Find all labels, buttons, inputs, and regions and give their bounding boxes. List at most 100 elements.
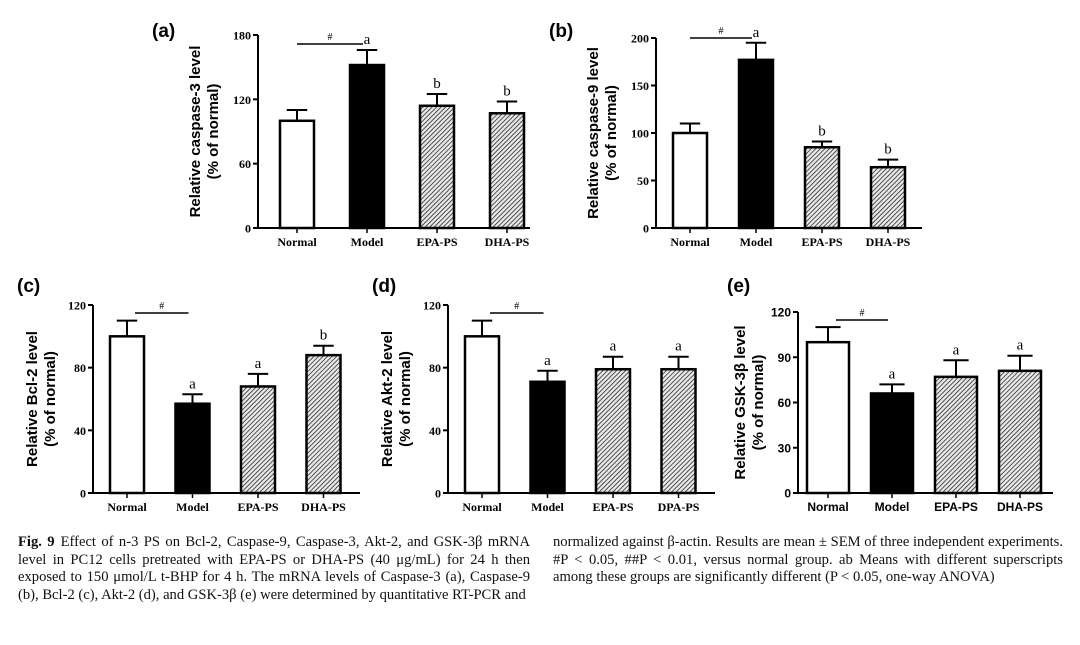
panel-c: (c) Relative Bcl-2 level (% of normal) 0 40 8…: [17, 276, 360, 514]
significance-letter: a: [364, 32, 371, 48]
figure-caption-right: normalized against β-actin. Results are …: [553, 534, 1063, 585]
bar-epa-ps: [933, 375, 979, 495]
bar-dha-ps: [305, 353, 342, 495]
y-tick-label: 30: [778, 441, 792, 455]
bar-normal: [108, 335, 146, 495]
significance-hash: #: [514, 301, 519, 312]
x-tick-label: EPA-PS: [592, 500, 633, 514]
panel-d: (d) Relative Akt-2 level (% of normal) 0 40 8…: [372, 276, 715, 514]
bar-normal: [805, 340, 851, 495]
x-tick-label: DPA-PS: [658, 500, 700, 514]
significance-letter: a: [889, 366, 896, 382]
x-tick-label: Normal: [807, 500, 848, 514]
panel-label: (d): [372, 276, 396, 297]
figure-9: (a)Relative caspase-3 level (% of normal)…: [17, 21, 1053, 514]
significance-hash: #: [159, 301, 164, 312]
x-tick-label: Model: [531, 500, 564, 514]
y-tick-label: 80: [74, 361, 86, 375]
y-axis-label: Relative GSK-3β level: [732, 325, 749, 479]
x-tick-label: Model: [740, 235, 773, 249]
significance-letter: a: [189, 376, 196, 392]
x-tick-label: EPA-PS: [934, 500, 978, 514]
bar-model: [174, 402, 211, 495]
significance-letter: a: [255, 356, 262, 372]
significance-letter: a: [675, 339, 682, 355]
y-tick-label: 0: [784, 487, 791, 501]
figure-caption-left: Fig. 9 Effect of n-3 PS on Bcl-2, Caspase…: [18, 534, 530, 604]
y-tick-label: 0: [245, 222, 251, 236]
y-tick-label: 60: [778, 396, 792, 410]
y-axis-label: Relative Akt-2 level: [379, 331, 396, 467]
x-tick-label: Model: [176, 500, 209, 514]
significance-hash: #: [328, 32, 333, 43]
x-tick-label: EPA-PS: [416, 235, 457, 249]
figure-number: Fig. 9: [18, 534, 55, 550]
x-tick-label: DHA-PS: [301, 500, 346, 514]
panel-label: (b): [549, 21, 573, 42]
x-tick-label: Model: [875, 500, 910, 514]
x-tick-label: DHA-PS: [485, 235, 530, 249]
panel-e: (e) Relative GSK-3β level (% of normal) 0 30…: [727, 276, 1053, 514]
y-axis-sublabel: (% of normal): [603, 85, 620, 181]
significance-letter: b: [320, 328, 328, 344]
bar-normal: [463, 335, 501, 495]
bar-model: [348, 63, 386, 230]
bar-epa-ps: [239, 385, 277, 495]
y-tick-label: 0: [643, 222, 649, 236]
y-tick-label: 60: [239, 157, 251, 171]
x-tick-label: EPA-PS: [801, 235, 842, 249]
panel-label: (c): [17, 276, 40, 297]
y-tick-label: 150: [631, 79, 649, 93]
significance-letter: a: [544, 353, 551, 369]
significance-letter: b: [884, 142, 892, 158]
bar-epa-ps: [803, 146, 841, 230]
y-tick-label: 200: [631, 32, 649, 46]
y-tick-label: 50: [637, 174, 649, 188]
x-tick-label: Normal: [277, 235, 317, 249]
significance-letter: b: [433, 76, 441, 92]
panel-a: (a) Relative caspase-3 level (% of normal)…: [152, 21, 530, 249]
y-axis-sublabel: (% of normal): [42, 351, 59, 447]
x-tick-label: DHA-PS: [997, 500, 1043, 514]
bar-dha-ps: [997, 369, 1043, 495]
x-tick-label: EPA-PS: [237, 500, 278, 514]
significance-letter: a: [953, 342, 960, 358]
bar-epa-ps: [418, 104, 456, 230]
bar-model: [869, 392, 915, 495]
x-tick-label: Normal: [462, 500, 502, 514]
y-axis-label: Relative caspase-9 level: [585, 47, 602, 219]
y-tick-label: 120: [68, 299, 86, 313]
y-axis-sublabel: (% of normal): [397, 351, 414, 447]
y-tick-label: 120: [423, 299, 441, 313]
y-tick-label: 40: [429, 424, 441, 438]
bar-epa-ps: [594, 367, 632, 495]
bar-dpa-ps: [660, 367, 697, 495]
y-axis-sublabel: (% of normal): [205, 84, 222, 180]
y-tick-label: 40: [74, 424, 86, 438]
panel-label: (e): [727, 276, 750, 297]
panel-label: (a): [152, 21, 175, 42]
significance-letter: b: [818, 124, 826, 140]
y-axis-label: Relative caspase-3 level: [187, 46, 204, 218]
x-tick-label: Normal: [670, 235, 710, 249]
y-tick-label: 0: [80, 487, 86, 501]
bar-dha-ps: [869, 165, 907, 230]
y-tick-label: 120: [771, 306, 791, 320]
significance-hash: #: [719, 26, 724, 37]
bar-dha-ps: [488, 112, 526, 230]
y-axis-sublabel: (% of normal): [750, 355, 767, 451]
panel-b: (b) Relative caspase-9 level (% of normal)…: [549, 21, 922, 249]
x-tick-label: DHA-PS: [866, 235, 911, 249]
bar-normal: [671, 131, 709, 230]
y-tick-label: 100: [631, 127, 649, 141]
caption-left-text: Effect of n-3 PS on Bcl-2, Caspase-9, Ca…: [18, 534, 530, 603]
y-tick-label: 120: [233, 93, 251, 107]
bar-normal: [278, 119, 316, 230]
significance-letter: a: [753, 25, 760, 41]
bar-model: [529, 380, 566, 495]
bar-model: [737, 58, 775, 230]
y-tick-label: 80: [429, 361, 441, 375]
x-tick-label: Normal: [107, 500, 147, 514]
significance-hash: #: [860, 308, 865, 319]
y-tick-label: 0: [435, 487, 441, 501]
